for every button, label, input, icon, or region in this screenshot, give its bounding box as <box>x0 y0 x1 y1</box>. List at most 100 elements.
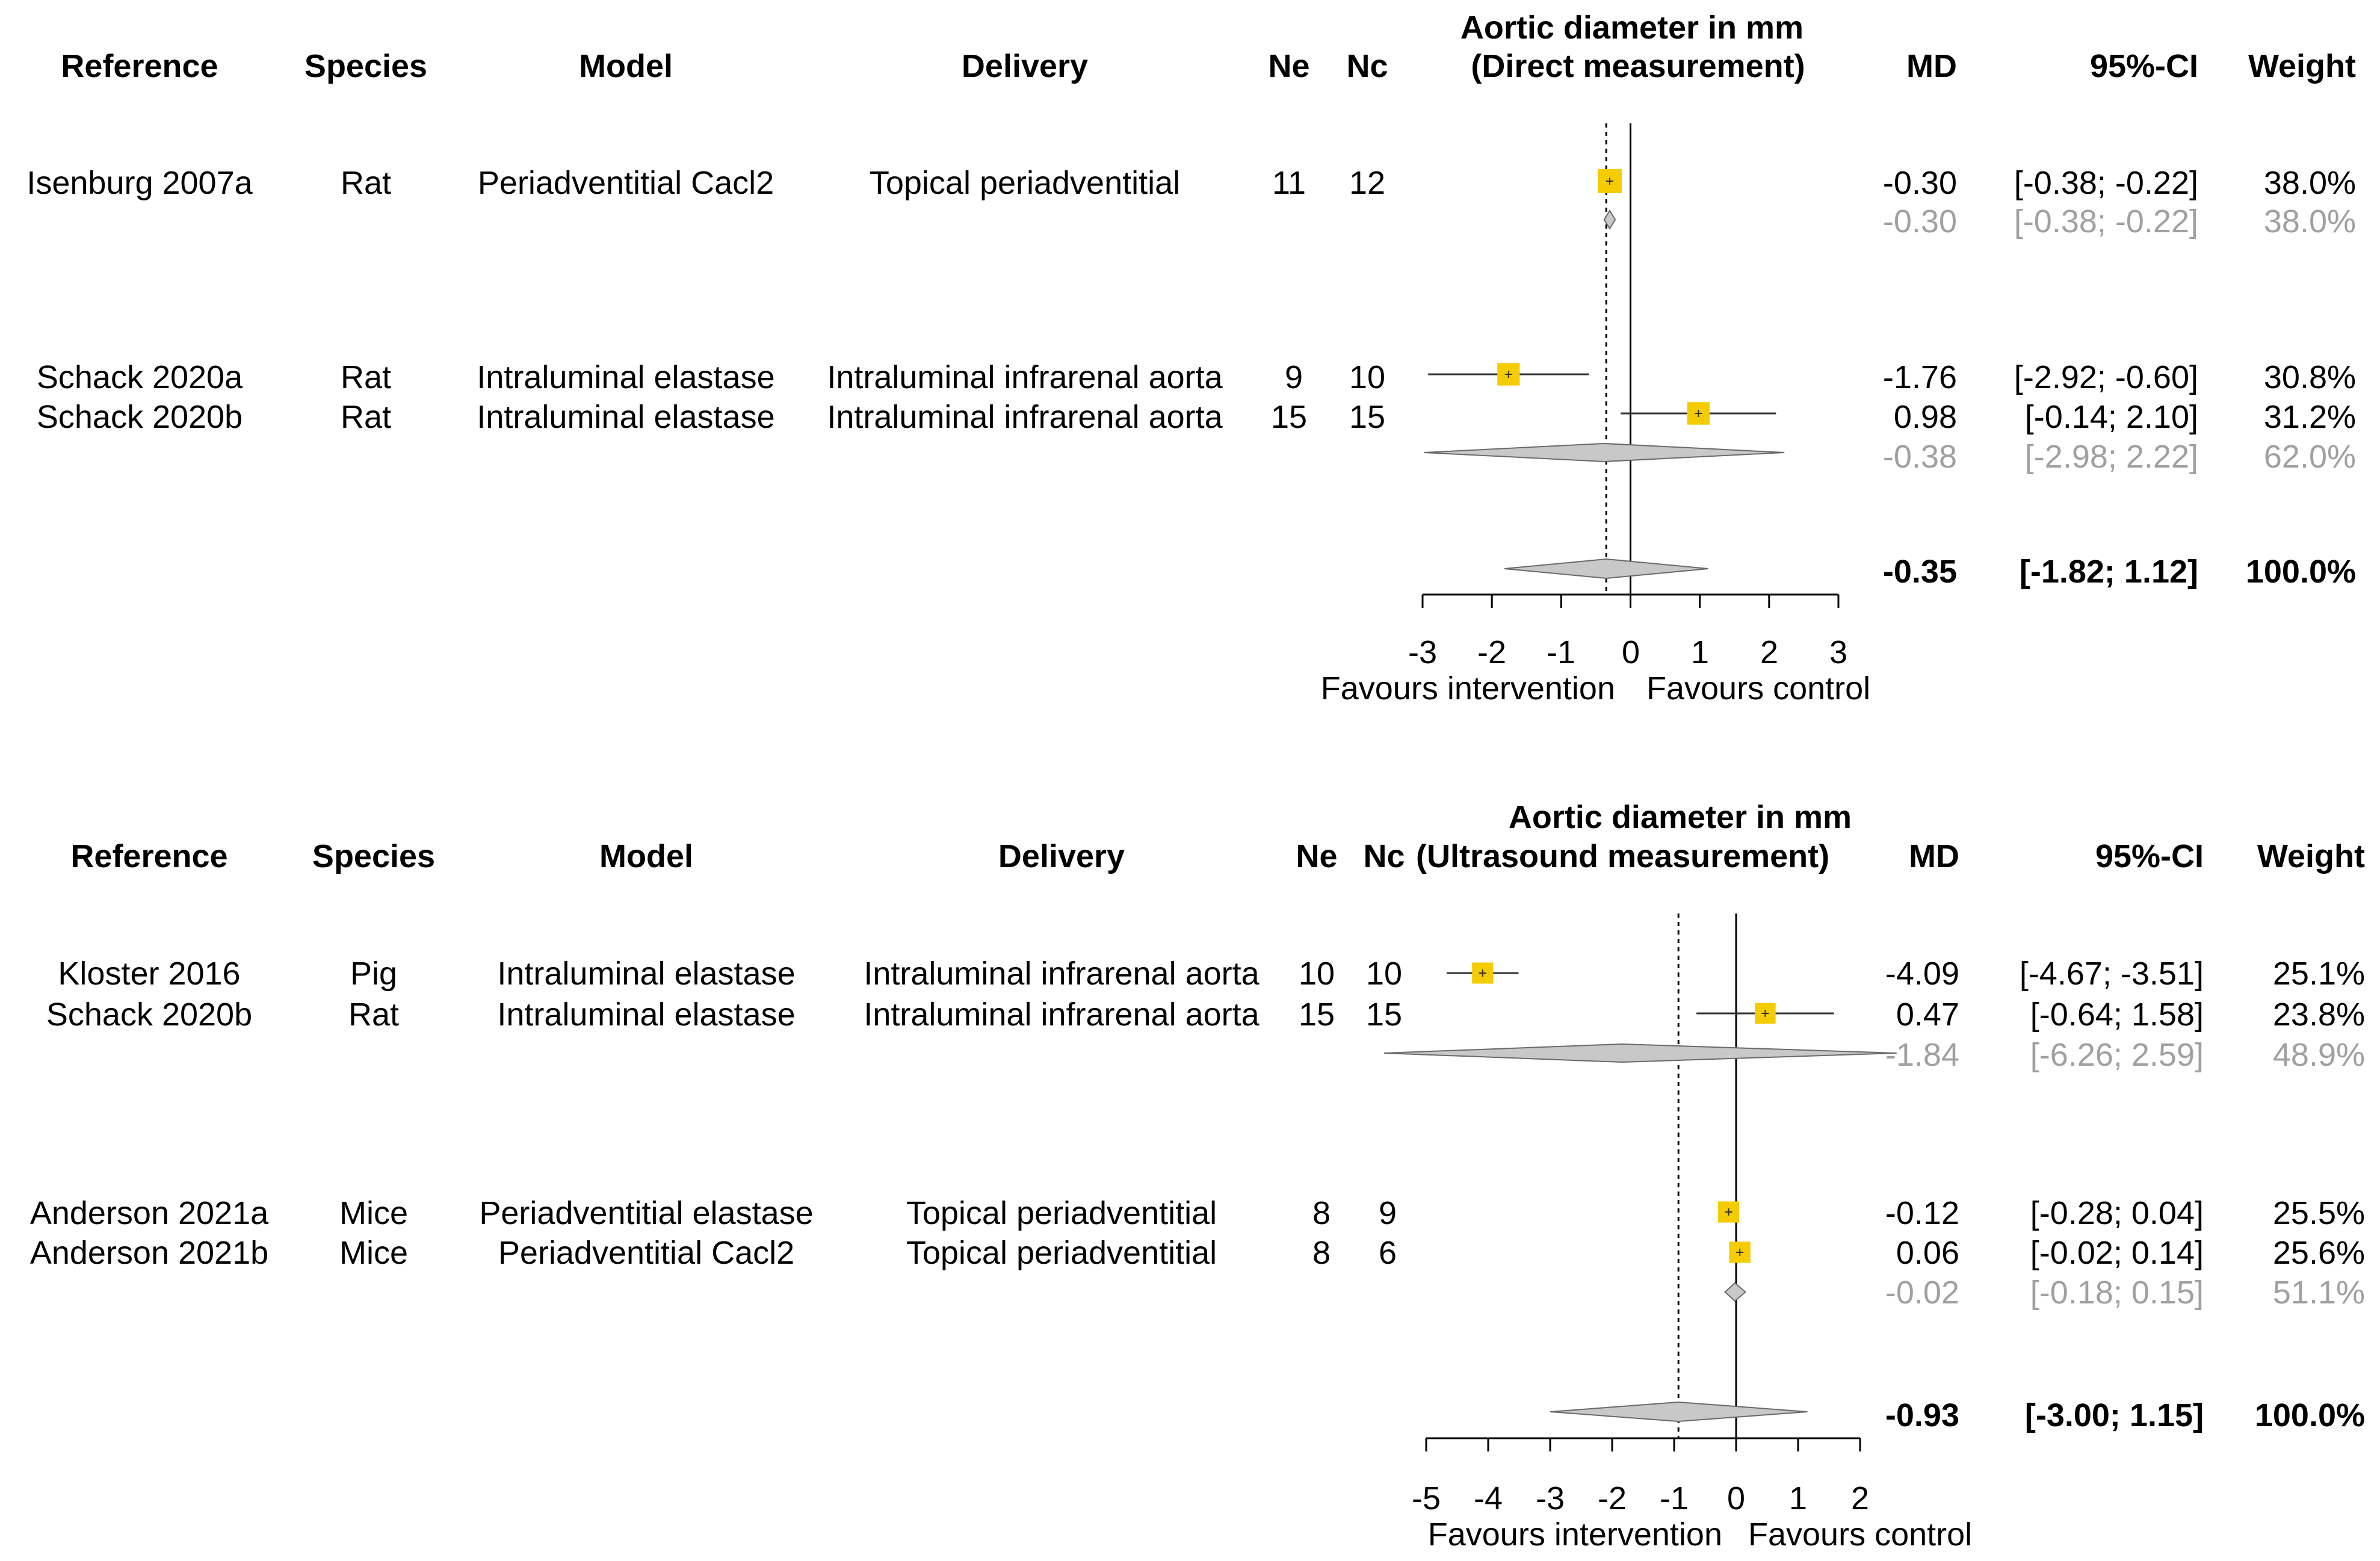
study-nc: 10 <box>1349 359 1385 395</box>
study-reference: Schack 2020b <box>37 399 243 435</box>
x-tick-label: -4 <box>1474 1480 1503 1516</box>
study-delivery: Intraluminal infrarenal aorta <box>864 956 1260 992</box>
subgroup-diamond <box>1424 442 1785 463</box>
header-species: Species <box>304 48 427 84</box>
header-ci: 95%-CI <box>2095 838 2204 874</box>
study-species: Mice <box>339 1235 408 1271</box>
study-md: 0.06 <box>1896 1235 1959 1271</box>
study-model: Periadventitial Cacl2 <box>498 1235 794 1271</box>
x-tick-label: 0 <box>1727 1480 1745 1516</box>
header-model: Model <box>579 48 673 84</box>
header-ci: 95%-CI <box>2090 48 2198 84</box>
study-row: Kloster 2016 Pig Intraluminal elastase I… <box>58 956 2365 992</box>
chart-title-line1: Aortic diameter in mm <box>1509 799 1852 835</box>
study-ci: [-0.28; 0.04] <box>2030 1195 2204 1231</box>
x-tick-label: 0 <box>1622 634 1640 670</box>
subtotal-ci: [-0.38; -0.22] <box>2014 203 2198 240</box>
study-nc: 15 <box>1366 997 1402 1033</box>
study-nc: 10 <box>1366 956 1402 992</box>
study-ne: 8 <box>1312 1195 1331 1231</box>
study-nc: 15 <box>1349 399 1385 435</box>
subtotal-row: -0.38 [-2.98; 2.22] 62.0% <box>1883 439 2356 475</box>
study-weight: 38.0% <box>2264 165 2356 201</box>
total-weight: 100.0% <box>2246 554 2356 590</box>
x-axis-tick-labels: -5 -4 -3 -2 -1 0 1 2 <box>1412 1480 1869 1516</box>
subgroup-diamond <box>1603 209 1616 230</box>
header-reference: Reference <box>61 48 218 84</box>
study-reference: Schack 2020a <box>37 359 243 395</box>
subtotal-weight: 51.1% <box>2273 1275 2365 1311</box>
chart-title-line2: (Ultrasound measurement) <box>1416 838 1829 874</box>
study-nc: 6 <box>1379 1235 1397 1271</box>
forest-plot-area <box>1383 913 1897 1451</box>
total-row: -0.35 [-1.82; 1.12] 100.0% <box>1883 554 2356 590</box>
subtotal-ci: [-0.18; 0.15] <box>2030 1275 2204 1311</box>
header-nc: Nc <box>1346 48 1388 84</box>
study-weight: 30.8% <box>2264 359 2356 395</box>
chart-title-line1: Aortic diameter in mm <box>1460 10 1804 46</box>
study-delivery: Intraluminal infrarenal aorta <box>827 399 1223 435</box>
study-delivery: Topical periadventitial <box>870 165 1180 201</box>
total-md: -0.93 <box>1885 1397 1959 1433</box>
study-ne: 10 <box>1299 956 1335 992</box>
header-delivery: Delivery <box>962 48 1088 84</box>
subtotal-row: -0.02 [-0.18; 0.15] 51.1% <box>1885 1275 2365 1311</box>
subtotal-weight: 48.9% <box>2273 1037 2365 1073</box>
subgroup-diamond <box>1723 1282 1746 1302</box>
total-weight: 100.0% <box>2255 1397 2365 1433</box>
study-ci: [-4.67; -3.51] <box>2020 956 2204 992</box>
favours-intervention-label: Favours intervention <box>1428 1516 1722 1553</box>
study-species: Rat <box>348 997 399 1033</box>
study-delivery: Intraluminal infrarenal aorta <box>827 359 1223 395</box>
study-reference: Anderson 2021a <box>30 1195 269 1231</box>
total-md: -0.35 <box>1883 554 1957 590</box>
study-delivery: Intraluminal infrarenal aorta <box>864 997 1260 1033</box>
study-md: 0.47 <box>1896 997 1959 1033</box>
study-md: -0.30 <box>1883 165 1957 201</box>
study-delivery: Topical periadventitial <box>906 1235 1217 1271</box>
header-model: Model <box>599 838 693 874</box>
study-reference: Kloster 2016 <box>58 956 240 992</box>
subtotal-md: -0.30 <box>1883 203 1957 240</box>
ultrasound-measurement-panel: Reference Species Model Delivery Ne Nc A… <box>30 799 2365 1553</box>
study-row: Schack 2020b Rat Intraluminal elastase I… <box>37 399 2356 435</box>
study-ne: 11 <box>1272 165 1306 201</box>
overall-diamond <box>1504 558 1708 580</box>
forest-plot-area <box>1421 123 1840 608</box>
study-ci: [-0.14; 2.10] <box>2025 399 2198 435</box>
study-md: -0.12 <box>1885 1195 1959 1231</box>
subtotal-weight: 38.0% <box>2264 203 2356 240</box>
study-ne: 8 <box>1312 1235 1331 1271</box>
study-weight: 25.1% <box>2273 956 2365 992</box>
study-weight: 31.2% <box>2264 399 2356 435</box>
study-weight: 25.5% <box>2273 1195 2365 1231</box>
study-species: Rat <box>341 165 391 201</box>
study-model: Intraluminal elastase <box>497 956 795 992</box>
header-weight: Weight <box>2248 48 2356 84</box>
study-row: Anderson 2021a Mice Periadventitial elas… <box>30 1195 2365 1231</box>
study-ci: [-0.02; 0.14] <box>2030 1235 2204 1271</box>
study-species: Mice <box>339 1195 408 1231</box>
study-row: Anderson 2021b Mice Periadventitial Cacl… <box>30 1235 2365 1271</box>
x-tick-label: 1 <box>1691 634 1709 670</box>
study-model: Periadventitial elastase <box>479 1195 813 1231</box>
x-axis-tick-labels: -3 -2 -1 0 1 2 3 <box>1408 634 1847 670</box>
study-delivery: Topical periadventitial <box>906 1195 1217 1231</box>
x-tick-label: -1 <box>1660 1480 1689 1516</box>
direct-measurement-panel: Reference Species Model Delivery Ne Nc A… <box>26 10 2356 706</box>
study-reference: Anderson 2021b <box>30 1235 268 1271</box>
subgroup-diamond <box>1383 1043 1897 1063</box>
study-row: Isenburg 2007a Rat Periadventitial Cacl2… <box>26 165 2356 201</box>
header-ne: Ne <box>1268 48 1309 84</box>
study-ne: 15 <box>1271 399 1307 435</box>
study-ne: 15 <box>1299 997 1335 1033</box>
subtotal-md: -0.02 <box>1885 1275 1959 1311</box>
subtotal-ci: [-2.98; 2.22] <box>2025 439 2198 475</box>
header-delivery: Delivery <box>998 838 1125 874</box>
favours-control-label: Favours control <box>1748 1516 1972 1553</box>
study-species: Pig <box>350 956 397 992</box>
study-ci: [-2.92; -0.60] <box>2014 359 2198 395</box>
overall-diamond <box>1550 1401 1808 1423</box>
